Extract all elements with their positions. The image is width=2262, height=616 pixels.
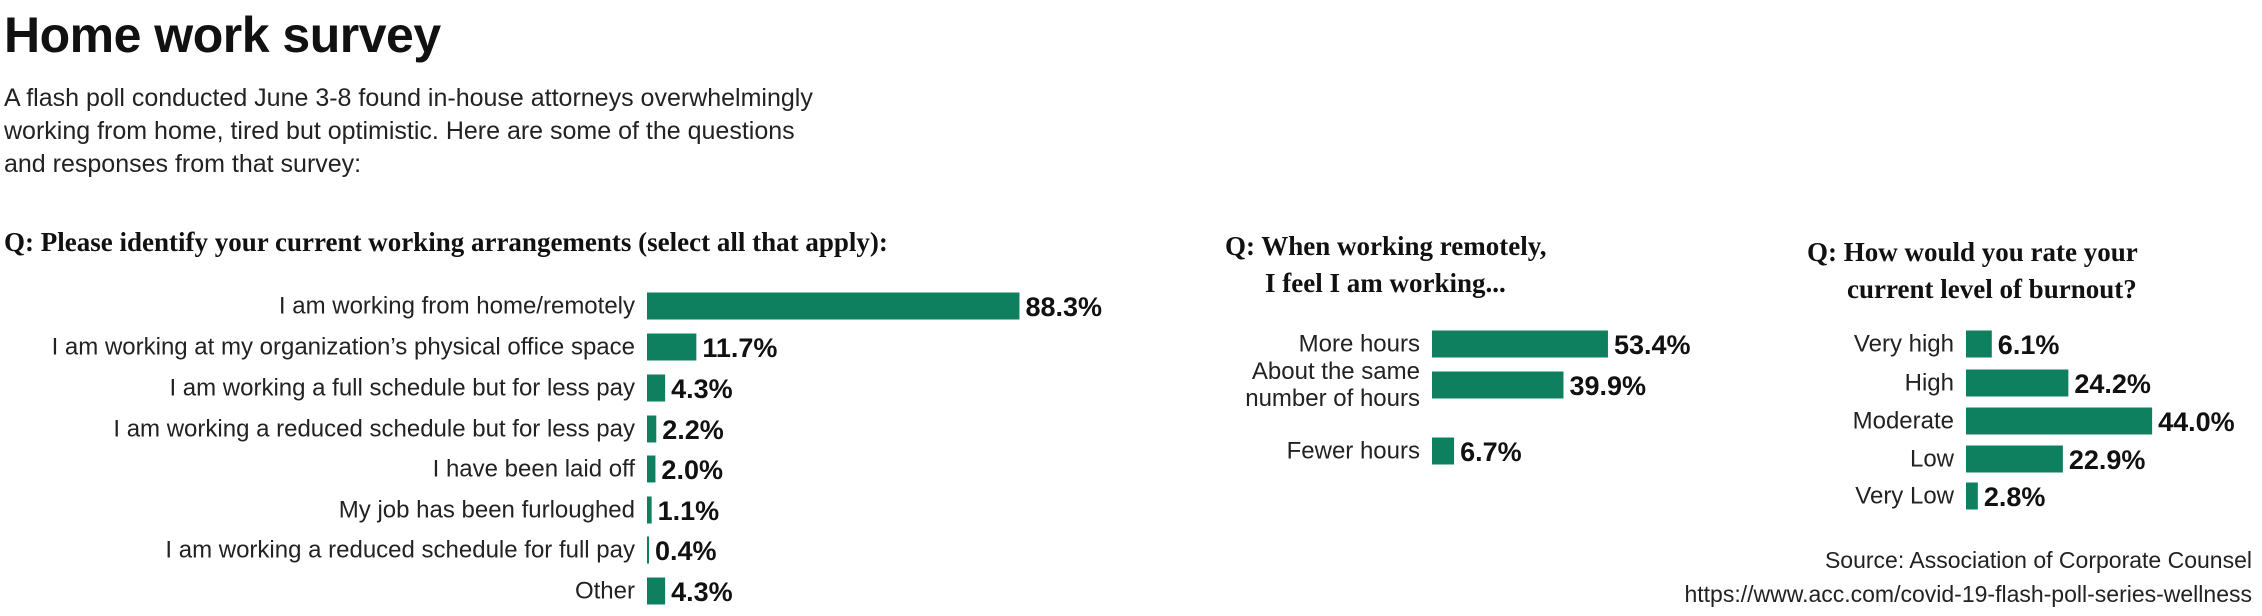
value-label: 4.3% [671, 577, 733, 607]
category-label: Moderate [1853, 408, 1954, 435]
chart-burnout: Very high 6.1% High 24.2% Moderate 44.0% Low 22… [1853, 330, 2235, 512]
value-label: 11.7% [702, 333, 777, 363]
bar [1966, 369, 2069, 397]
category-label: I am working from home/remotely [279, 293, 635, 320]
category-label: More hours [1299, 331, 1420, 358]
source-note: Source: Association of Corporate Counsel… [1684, 543, 2252, 611]
category-label: My job has been furloughed [339, 497, 635, 524]
category-label: Other [575, 578, 635, 605]
value-label: 0.4% [655, 536, 717, 566]
value-label: 39.9% [1569, 371, 1646, 401]
page-subtitle: A flash poll conducted June 3-8 found in… [4, 82, 964, 181]
value-label: 2.0% [661, 455, 723, 485]
chart-arrangements: I am working from home/remotely 88.3% I am… [52, 292, 1102, 607]
value-label: 44.0% [2158, 407, 2235, 437]
bar [647, 536, 649, 564]
category-label: High [1905, 370, 1954, 397]
bar [647, 577, 666, 605]
bar [647, 415, 657, 443]
bar [1432, 330, 1608, 358]
question-burnout: Q: How would you rate your current level… [1807, 234, 2138, 308]
category-label: Very high [1854, 331, 1954, 358]
bar [1432, 437, 1455, 465]
page-title: Home work survey [4, 7, 441, 63]
category-label: Low [1910, 446, 1955, 473]
question-line: Q: Please identify your current working … [4, 227, 888, 257]
question-hours-worked: Q: When working remotely, I feel I am wo… [1225, 228, 1547, 302]
value-label: 24.2% [2074, 369, 2151, 399]
bar [1966, 407, 2153, 435]
category-label: I am working a full schedule but for les… [169, 375, 635, 402]
question-line: I feel I am working... [1265, 268, 1506, 298]
bar [1966, 445, 2063, 473]
value-label: 22.9% [2069, 445, 2146, 475]
category-label: number of hours [1245, 385, 1420, 412]
bar [647, 455, 656, 483]
question-line: current level of burnout? [1847, 274, 2137, 304]
value-label: 53.4% [1614, 330, 1691, 360]
category-label: About the same [1252, 358, 1420, 385]
category-label: Fewer hours [1287, 438, 1420, 465]
value-label: 6.1% [1998, 330, 2060, 360]
bar [647, 496, 652, 524]
subtitle-line: A flash poll conducted June 3-8 found in… [4, 84, 813, 112]
value-label: 4.3% [671, 374, 733, 404]
value-label: 6.7% [1460, 437, 1522, 467]
subtitle-line: and responses from that survey: [4, 150, 362, 178]
category-label: I am working at my organization’s physic… [52, 334, 635, 361]
bar [647, 374, 666, 402]
bar [1432, 371, 1564, 399]
bar [1966, 330, 1992, 358]
value-label: 1.1% [658, 496, 720, 526]
question-line: Q: How would you rate your [1807, 237, 2138, 267]
value-label: 2.8% [1984, 482, 2046, 512]
subtitle-line: working from home, tired but optimistic.… [4, 117, 795, 145]
bar [647, 333, 697, 361]
value-label: 2.2% [662, 415, 724, 445]
category-label: I am working a reduced schedule for full… [165, 537, 635, 564]
question-line: Q: When working remotely, [1225, 231, 1547, 261]
source-url: https://www.acc.com/covid-19-flash-poll-… [1684, 581, 2252, 607]
value-label: 88.3% [1025, 292, 1102, 322]
bar [1966, 482, 1978, 510]
category-label: I am working a reduced schedule but for … [113, 416, 635, 443]
category-label: Very Low [1855, 483, 1954, 510]
bar [647, 292, 1020, 320]
category-label: I have been laid off [433, 456, 636, 483]
question-working-arrangements: Q: Please identify your current working … [4, 224, 888, 261]
source-line: Source: Association of Corporate Counsel [1824, 547, 2252, 573]
